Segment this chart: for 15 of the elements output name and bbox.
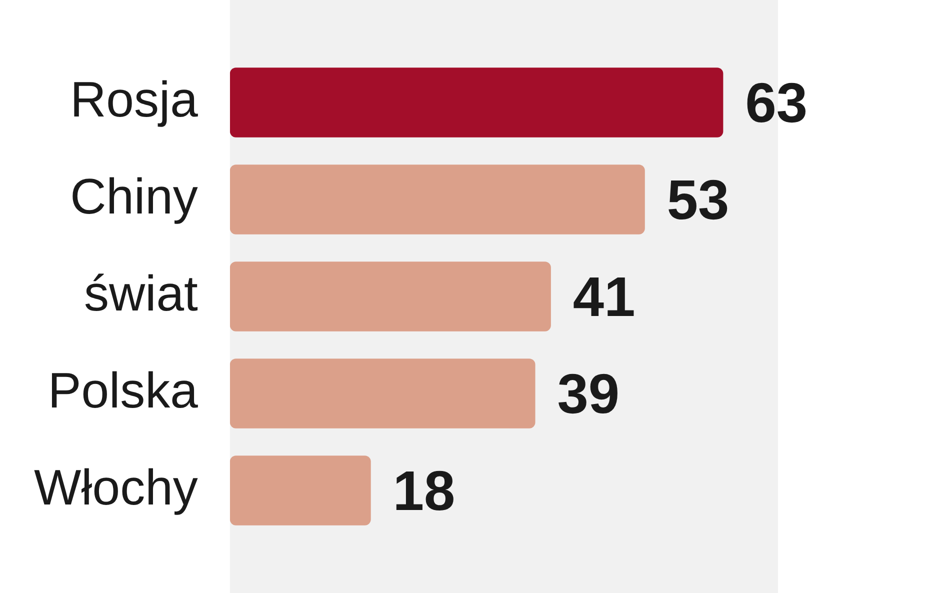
y-tick-label: Rosja	[70, 71, 198, 128]
bar	[230, 164, 645, 234]
data-label: 53	[666, 168, 730, 231]
y-tick-label: świat	[84, 265, 198, 322]
y-tick-label: Chiny	[70, 168, 198, 224]
bar	[230, 262, 551, 332]
data-label: 39	[557, 362, 620, 425]
data-label: 18	[392, 458, 456, 522]
data-label: 41	[572, 264, 636, 328]
bar	[230, 358, 536, 428]
data-label: 63	[745, 70, 808, 134]
y-tick-label: Włochy	[34, 459, 198, 516]
y-tick-label: Polska	[48, 362, 198, 418]
bar	[230, 456, 371, 526]
bar	[230, 68, 724, 138]
